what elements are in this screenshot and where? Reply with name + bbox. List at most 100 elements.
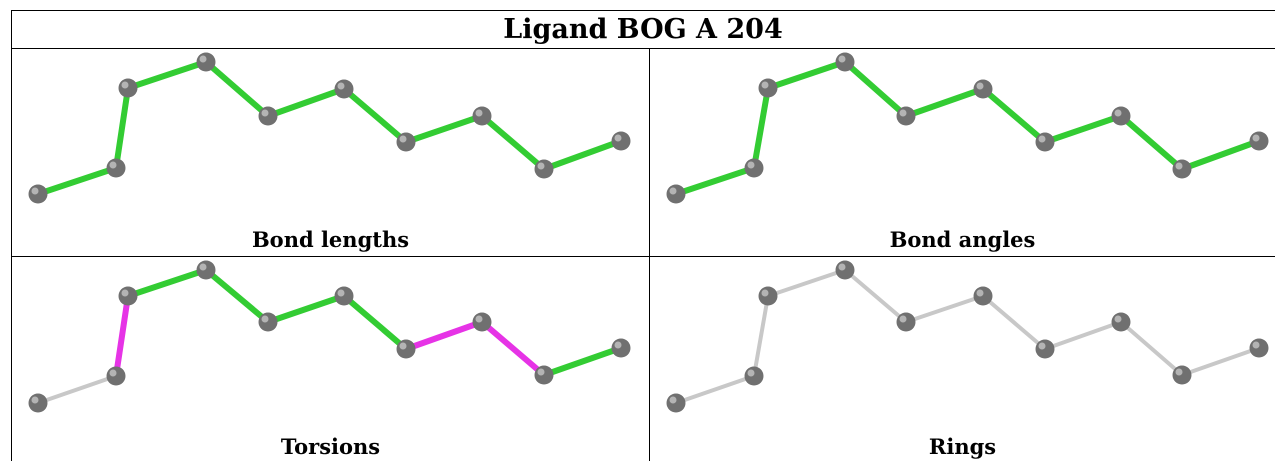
bond-green	[903, 86, 986, 119]
bond-green	[403, 113, 485, 145]
atom	[196, 260, 216, 280]
atom-highlight	[669, 187, 677, 195]
atom	[534, 159, 554, 179]
atom	[611, 131, 631, 151]
atom-highlight	[109, 161, 117, 169]
atom	[472, 106, 492, 126]
bond-grey	[843, 268, 908, 324]
atom	[666, 393, 686, 413]
atom-highlight	[337, 289, 345, 297]
bond-grey	[904, 294, 985, 324]
atom	[896, 312, 916, 332]
bond-grey	[1180, 346, 1261, 377]
bond-grey	[752, 294, 770, 378]
panel-bond-lengths: Bond lengths	[12, 49, 649, 256]
atom	[1111, 106, 1131, 126]
atom	[106, 366, 126, 386]
bond-green	[203, 59, 271, 119]
bond-grey	[674, 374, 756, 405]
bond-green	[541, 138, 624, 172]
bond-green	[125, 59, 209, 91]
bond-green	[265, 293, 347, 325]
atom	[758, 286, 778, 306]
atom-highlight	[475, 315, 483, 323]
molecule-bond-lengths	[28, 52, 631, 204]
atom	[1249, 338, 1269, 358]
ligand-title: Ligand BOG A 204	[503, 13, 783, 45]
atom-highlight	[261, 109, 269, 117]
atom-highlight	[199, 55, 207, 63]
atom	[28, 184, 48, 204]
panel-torsions: Torsions	[12, 257, 649, 461]
molecule-rings	[666, 260, 1269, 413]
atom-highlight	[669, 396, 677, 404]
atom-highlight	[976, 82, 984, 90]
atom-highlight	[475, 109, 483, 117]
atom-highlight	[31, 396, 39, 404]
table-border-left	[11, 10, 12, 461]
bond-green	[980, 86, 1048, 145]
atom	[1111, 312, 1131, 332]
bond-green	[751, 85, 771, 171]
atom	[1172, 365, 1192, 385]
bond-green	[842, 59, 909, 119]
atom	[666, 184, 686, 204]
atom	[334, 286, 354, 306]
atom	[611, 338, 631, 358]
bond-green	[125, 267, 209, 299]
bond-magenta	[113, 293, 131, 379]
atom-highlight	[399, 342, 407, 350]
atom-highlight	[1252, 341, 1260, 349]
atom	[744, 158, 764, 178]
atom	[118, 78, 138, 98]
atom-highlight	[976, 289, 984, 297]
bond-grey	[1119, 320, 1184, 377]
atom-highlight	[761, 81, 769, 89]
bond-green	[341, 86, 409, 145]
atom	[28, 393, 48, 413]
atom	[835, 260, 855, 280]
bond-grey	[981, 294, 1047, 351]
atom-highlight	[537, 162, 545, 170]
bond-green	[341, 293, 409, 352]
atom	[258, 312, 278, 332]
caption-rings: Rings	[928, 434, 997, 459]
atom-highlight	[761, 289, 769, 297]
atom-highlight	[1252, 134, 1260, 142]
atom-highlight	[1114, 109, 1122, 117]
atom-highlight	[337, 82, 345, 90]
caption-torsions: Torsions	[280, 434, 381, 459]
bond-green	[765, 59, 848, 91]
atom	[118, 286, 138, 306]
bond-green	[1118, 113, 1185, 172]
atom-highlight	[537, 368, 545, 376]
bond-green	[1042, 113, 1124, 145]
atom-highlight	[899, 109, 907, 117]
atom-highlight	[1175, 368, 1183, 376]
atom	[744, 366, 764, 386]
atom-highlight	[1038, 135, 1046, 143]
atom-highlight	[838, 263, 846, 271]
molecule-bond-angles	[666, 52, 1269, 204]
bond-grey	[766, 268, 847, 298]
atom	[1172, 159, 1192, 179]
atom-highlight	[31, 187, 39, 195]
bond-green	[203, 267, 271, 325]
atom-highlight	[747, 369, 755, 377]
bond-green	[479, 113, 547, 172]
bond-green	[1179, 138, 1262, 172]
bond-green	[673, 165, 757, 197]
bond-grey	[36, 374, 118, 405]
atom	[334, 79, 354, 99]
atom	[1035, 132, 1055, 152]
bond-magenta	[403, 319, 485, 352]
atom-highlight	[1114, 315, 1122, 323]
atom	[758, 78, 778, 98]
table-border-top	[11, 10, 1275, 11]
atom	[534, 365, 554, 385]
caption-bond-angles: Bond angles	[889, 227, 1036, 252]
atom	[896, 106, 916, 126]
atom-highlight	[121, 289, 129, 297]
panel-bond-angles: Bond angles	[650, 49, 1275, 256]
